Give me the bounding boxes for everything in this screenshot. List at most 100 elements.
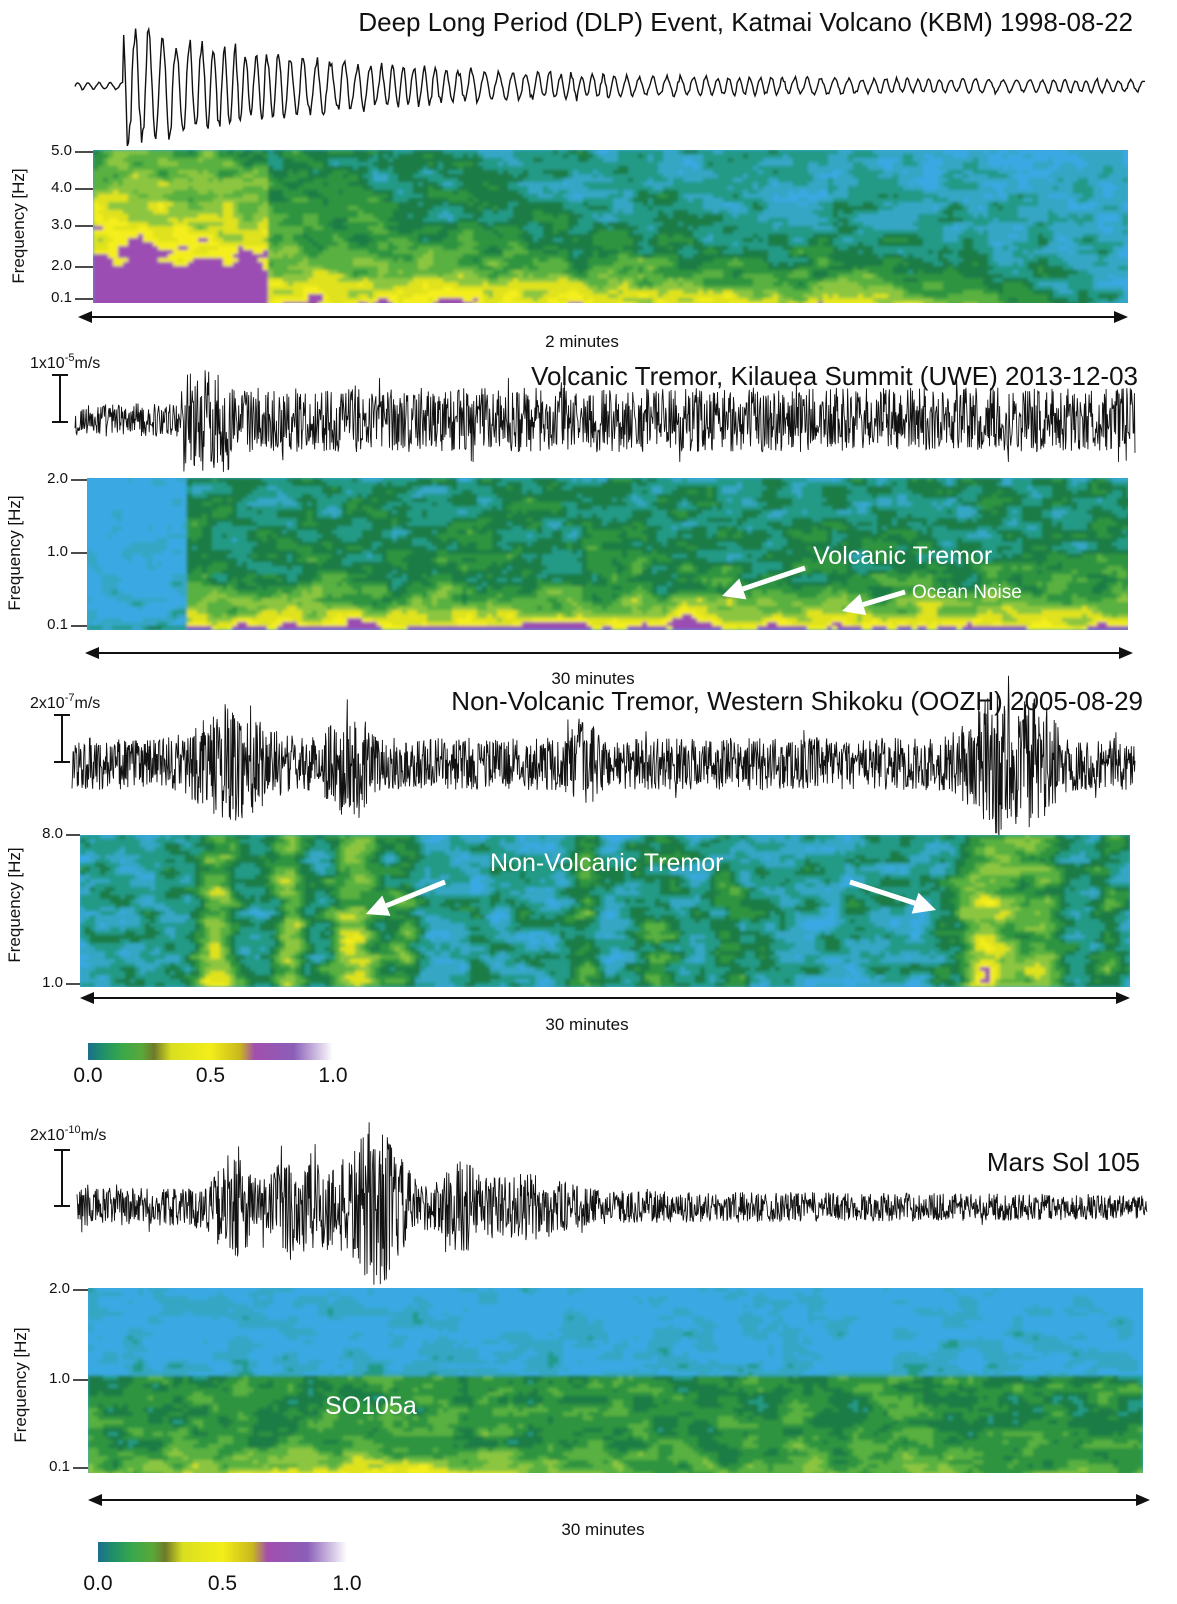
y-axis-label: Frequency [Hz] <box>5 847 24 962</box>
seismogram <box>74 370 1136 472</box>
y-tick-label: 0.1 <box>49 1458 70 1475</box>
annotation-arrow-head <box>842 594 867 616</box>
y-tick-label: 0.1 <box>51 289 72 306</box>
spectrogram-level <box>93 150 1053 303</box>
y-axis-label: Frequency [Hz] <box>9 168 28 283</box>
spectrogram-level <box>147 478 1128 630</box>
y-tick-label: 2.0 <box>51 257 72 274</box>
spectrogram-level <box>93 150 1003 303</box>
annotation-arrow <box>385 879 446 909</box>
spectrogram-level <box>333 150 1128 303</box>
spectrogram-level <box>93 150 978 303</box>
y-tick-label: 4.0 <box>51 179 72 196</box>
colorbar-label: 0.0 <box>83 1572 112 1595</box>
spectrogram <box>88 1288 1143 1473</box>
scale-unit: m/s <box>74 695 100 712</box>
y-tick-label: 5.0 <box>51 142 72 159</box>
spectrogram-level <box>88 1376 1143 1473</box>
spectrogram <box>93 150 1128 303</box>
spectrogram-cells <box>88 1288 1143 1473</box>
spectrogram-level <box>200 835 1110 987</box>
annotation: SO105a <box>325 1392 417 1420</box>
spectrogram-level <box>187 614 1128 630</box>
y-tick-label: 1.0 <box>47 543 68 560</box>
duration-label: 30 minutes <box>561 1520 644 1539</box>
scale-base: 2x10 <box>30 695 65 712</box>
scale-unit: m/s <box>81 1127 107 1144</box>
spectrogram-level <box>93 202 918 303</box>
y-tick-label: 2.0 <box>47 470 68 487</box>
spectrogram-level <box>87 478 1128 630</box>
spectrogram-level <box>88 1376 1143 1468</box>
annotation: Volcanic Tremor <box>813 542 992 570</box>
annotation: Non-Volcanic Tremor <box>490 849 723 877</box>
scale-exponent: -5 <box>65 352 75 364</box>
spectrogram <box>87 478 1128 630</box>
scale-exponent: -7 <box>65 692 75 704</box>
spectrogram-level <box>88 1288 1138 1376</box>
scale-bar <box>54 714 70 763</box>
y-tick-label: 3.0 <box>51 216 72 233</box>
spectrogram-level <box>93 226 823 303</box>
spectrogram-level <box>88 1376 1143 1473</box>
spectrogram-level <box>80 835 1130 987</box>
annotation-arrow <box>742 565 806 592</box>
spectrogram-level <box>190 835 1120 987</box>
annotation-arrow-head <box>366 895 391 916</box>
y-axis-label: Frequency [Hz] <box>11 1327 30 1442</box>
colorbar <box>88 1043 333 1060</box>
spectrogram <box>80 835 1130 987</box>
colorbar-label: 0.5 <box>208 1572 237 1595</box>
seismogram <box>74 26 1146 147</box>
scale-unit: m/s <box>74 355 100 372</box>
spectrogram-level <box>93 150 1118 303</box>
duration-label: 30 minutes <box>551 669 634 688</box>
spectrogram-level <box>183 1456 518 1473</box>
seismogram <box>71 675 1136 852</box>
spectrogram-level <box>80 835 1130 987</box>
panel-title: Mars Sol 105 <box>987 1147 1140 1177</box>
y-tick-label: 0.1 <box>47 616 68 633</box>
spectrogram-level <box>93 174 923 303</box>
scale-base: 2x10 <box>30 1127 65 1144</box>
spectrogram-level <box>88 1432 1143 1473</box>
y-tick-label: 8.0 <box>42 825 63 842</box>
annotation-arrow-head <box>722 578 747 600</box>
seismogram <box>76 1122 1148 1285</box>
duration-label: 2 minutes <box>545 332 619 351</box>
annotation-arrow-head <box>911 892 936 914</box>
panel-title: Volcanic Tremor, Kilauea Summit (UWE) 20… <box>531 361 1138 391</box>
scale-base: 1x10 <box>30 355 65 372</box>
spectrogram-level <box>980 967 990 983</box>
duration-label: 30 minutes <box>545 1015 628 1034</box>
annotation: Ocean Noise <box>912 582 1022 603</box>
scale-bar <box>54 1149 70 1207</box>
colorbar-label: 1.0 <box>332 1572 361 1595</box>
colorbar-label: 1.0 <box>318 1064 347 1087</box>
spectrogram-cells <box>93 150 1128 303</box>
spectrogram-cells <box>80 835 1130 987</box>
scale-exponent: -10 <box>65 1124 81 1136</box>
panel-title: Deep Long Period (DLP) Event, Katmai Vol… <box>358 7 1133 37</box>
annotation-arrow <box>862 589 906 608</box>
y-tick-label: 1.0 <box>49 1370 70 1387</box>
amplitude-scale: 2x10-10m/s <box>30 1124 106 1144</box>
colorbar-label: 0.0 <box>73 1064 102 1087</box>
spectrogram-level <box>80 835 1130 987</box>
y-tick-label: 2.0 <box>49 1280 70 1297</box>
colorbar-label: 0.5 <box>196 1064 225 1087</box>
spectrogram-level <box>187 606 1128 630</box>
y-tick-label: 1.0 <box>42 974 63 991</box>
amplitude-scale: 2x10-7m/s <box>30 692 100 712</box>
panel-title: Non-Volcanic Tremor, Western Shikoku (OO… <box>451 686 1143 716</box>
amplitude-scale: 1x10-5m/s <box>30 352 100 372</box>
y-axis-label: Frequency [Hz] <box>5 495 24 610</box>
spectrogram-cells <box>87 478 1128 630</box>
spectrogram-level <box>238 1464 458 1473</box>
spectrogram-level <box>187 586 1128 626</box>
annotation-arrow <box>849 879 916 906</box>
scale-bar <box>52 374 68 423</box>
colorbar <box>98 1542 347 1562</box>
